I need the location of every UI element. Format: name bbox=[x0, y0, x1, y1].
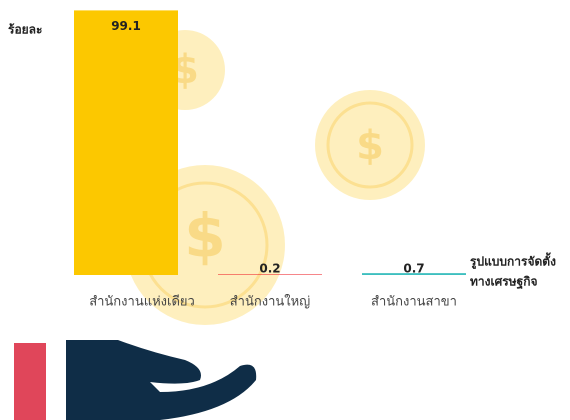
svg-text:$: $ bbox=[356, 123, 384, 169]
bar bbox=[218, 274, 322, 275]
y-axis-label: ร้อยละ bbox=[8, 23, 42, 37]
data-label: 0.2 bbox=[259, 262, 280, 276]
x-axis-label: ทางเศรษฐกิจ bbox=[470, 275, 538, 290]
bar bbox=[362, 273, 466, 275]
x-tick-label: สำนักงานใหญ่ bbox=[230, 294, 311, 310]
x-axis-label: รูปแบบการจัดตั้ง bbox=[470, 252, 556, 270]
svg-text:$: $ bbox=[184, 202, 226, 272]
x-tick-label: สำนักงานแห่งเดียว bbox=[89, 294, 195, 310]
data-label: 99.1 bbox=[111, 19, 141, 33]
bar bbox=[74, 10, 178, 275]
x-tick-label: สำนักงานสาขา bbox=[371, 295, 457, 310]
data-label: 0.7 bbox=[403, 262, 424, 276]
